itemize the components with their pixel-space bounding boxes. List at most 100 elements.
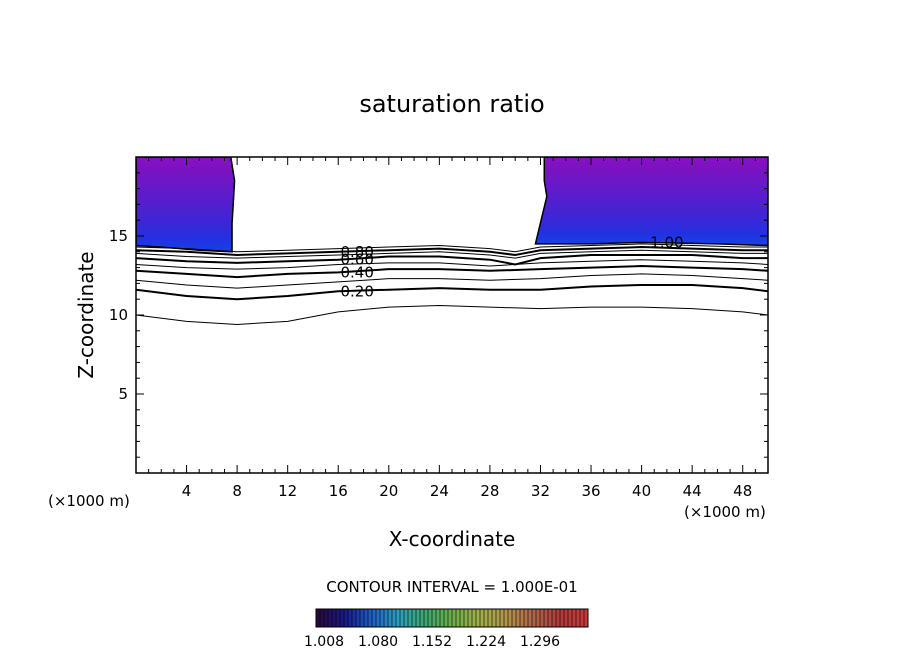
colorbar-cell (544, 609, 549, 627)
colorbar-cell (524, 609, 529, 627)
colorbar-cell (512, 609, 517, 627)
colorbar-cell (476, 609, 481, 627)
x-tick-label: 24 (430, 482, 449, 500)
colorbar-cell (508, 609, 513, 627)
colorbar-cell (424, 609, 429, 627)
contour-label: 0.20 (340, 282, 373, 300)
y-tick-label: 5 (118, 385, 128, 403)
colorbar-cell (396, 609, 401, 627)
y-axis-title: Z-coordinate (74, 251, 98, 378)
colorbar-cell (572, 609, 577, 627)
colorbar-cell (336, 609, 341, 627)
colorbar-cell (412, 609, 417, 627)
axis-ticks (136, 157, 768, 473)
contour-line-0-4 (136, 265, 768, 279)
colorbar-cell (376, 609, 381, 627)
contour-line-0-1 (136, 305, 768, 325)
colorbar-cell (568, 609, 573, 627)
contour-line-0-2 (136, 283, 768, 301)
colorbar-cell (552, 609, 557, 627)
x-unit-left: (×1000 m) (48, 492, 130, 510)
colorbar-cell (460, 609, 465, 627)
x-unit-right: (×1000 m) (684, 503, 766, 521)
colorbar-cell (384, 609, 389, 627)
colorbar-cell (428, 609, 433, 627)
colorbar-cell (520, 609, 525, 627)
colorbar-cell (456, 609, 461, 627)
colorbar-cell (484, 609, 489, 627)
colorbar-cell (360, 609, 365, 627)
x-tick-label: 20 (379, 482, 398, 500)
colorbar-cell (480, 609, 485, 627)
colorbar-cell (472, 609, 477, 627)
colorbar-cell (344, 609, 349, 627)
colorbar-cell (432, 609, 437, 627)
colorbar-cell (328, 609, 333, 627)
filled-regions (136, 157, 768, 253)
colorbar-cell (408, 609, 413, 627)
colorbar-cell (528, 609, 533, 627)
contour-label: 0.60 (340, 251, 373, 269)
contour-interval-text: CONTOUR INTERVAL = 1.000E-01 (326, 578, 577, 596)
colorbar-cell (404, 609, 409, 627)
colorbar-labels: 1.008 1.080 1.152 1.224 1.296 (304, 634, 560, 650)
colorbar-cell (540, 609, 545, 627)
colorbar-cell (388, 609, 393, 627)
x-tick-label: 4 (182, 482, 192, 500)
contour-label: 0.80 (340, 243, 373, 261)
colorbar-cell (580, 609, 585, 627)
colorbar-cell (324, 609, 329, 627)
colorbar-cell (356, 609, 361, 627)
colorbar-label: 1.296 (520, 634, 560, 650)
colorbar-cell (500, 609, 505, 627)
colorbar-cell (560, 609, 565, 627)
colorbar-cell (320, 609, 325, 627)
colorbar-cell (440, 609, 445, 627)
colorbar-cell (468, 609, 473, 627)
x-tick-label: 48 (733, 482, 752, 500)
colorbar-cell (436, 609, 441, 627)
x-tick-label: 36 (581, 482, 600, 500)
colorbar-cell (488, 609, 493, 627)
x-tick-label: 32 (531, 482, 550, 500)
y-tick-label: 15 (109, 227, 128, 245)
contour-line-0-5 (136, 259, 768, 270)
colorbar-cell (444, 609, 449, 627)
colorbar-cell (368, 609, 373, 627)
contour-line-0-9 (136, 243, 768, 253)
colorbar-cell (448, 609, 453, 627)
colorbar-cell (348, 609, 353, 627)
x-tick-label: 44 (683, 482, 702, 500)
colorbar-cell (380, 609, 385, 627)
colorbar-cell (392, 609, 397, 627)
right-supersaturated-region (534, 157, 768, 247)
colorbar-cell (584, 609, 589, 627)
colorbar-label: 1.224 (466, 634, 506, 650)
colorbar-cell (556, 609, 561, 627)
colorbar-cell (548, 609, 553, 627)
colorbar-cell (492, 609, 497, 627)
colorbar-cell (316, 609, 321, 627)
contour-label: 0.40 (340, 263, 373, 281)
colorbar-frame (315, 608, 589, 628)
colorbar-cell (532, 609, 537, 627)
contour-line-0-8 (136, 246, 768, 256)
x-axis-title: X-coordinate (389, 527, 516, 551)
contour-labels: 0.200.400.600.80 1.00 (340, 233, 683, 300)
contour-label: 1.00 (650, 233, 683, 251)
colorbar-cell (364, 609, 369, 627)
x-tick-label: 12 (278, 482, 297, 500)
colorbar-cell (352, 609, 357, 627)
colorbar-cell (340, 609, 345, 627)
x-tick-label: 40 (632, 482, 651, 500)
colorbar-cell (400, 609, 405, 627)
colorbar-label: 1.080 (358, 634, 398, 650)
colorbar-cell (464, 609, 469, 627)
contour-line-0-3 (136, 273, 768, 289)
x-tick-labels: 4 8 12 16 20 24 28 32 36 40 44 48 (182, 482, 752, 500)
colorbar-cell (420, 609, 425, 627)
x-tick-label: 28 (480, 482, 499, 500)
colorbar-cell (504, 609, 509, 627)
x-tick-label: 8 (232, 482, 242, 500)
